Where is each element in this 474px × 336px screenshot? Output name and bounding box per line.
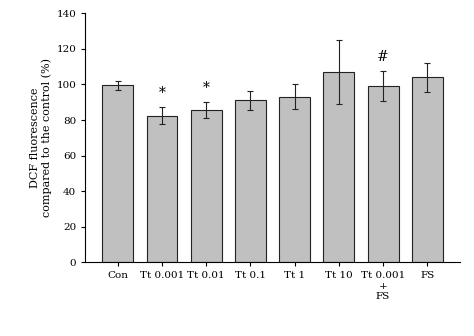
Bar [279, 97, 310, 262]
Text: #: # [377, 50, 389, 64]
Bar [191, 110, 222, 262]
Text: *: * [159, 86, 165, 99]
Bar [368, 86, 399, 262]
Bar [412, 77, 443, 262]
Bar [102, 85, 133, 262]
Y-axis label: DCF fluorescence
compared to the control (%): DCF fluorescence compared to the control… [30, 58, 52, 217]
Text: *: * [203, 81, 210, 95]
Bar [323, 72, 355, 262]
Bar [235, 100, 266, 262]
Bar [146, 116, 177, 262]
